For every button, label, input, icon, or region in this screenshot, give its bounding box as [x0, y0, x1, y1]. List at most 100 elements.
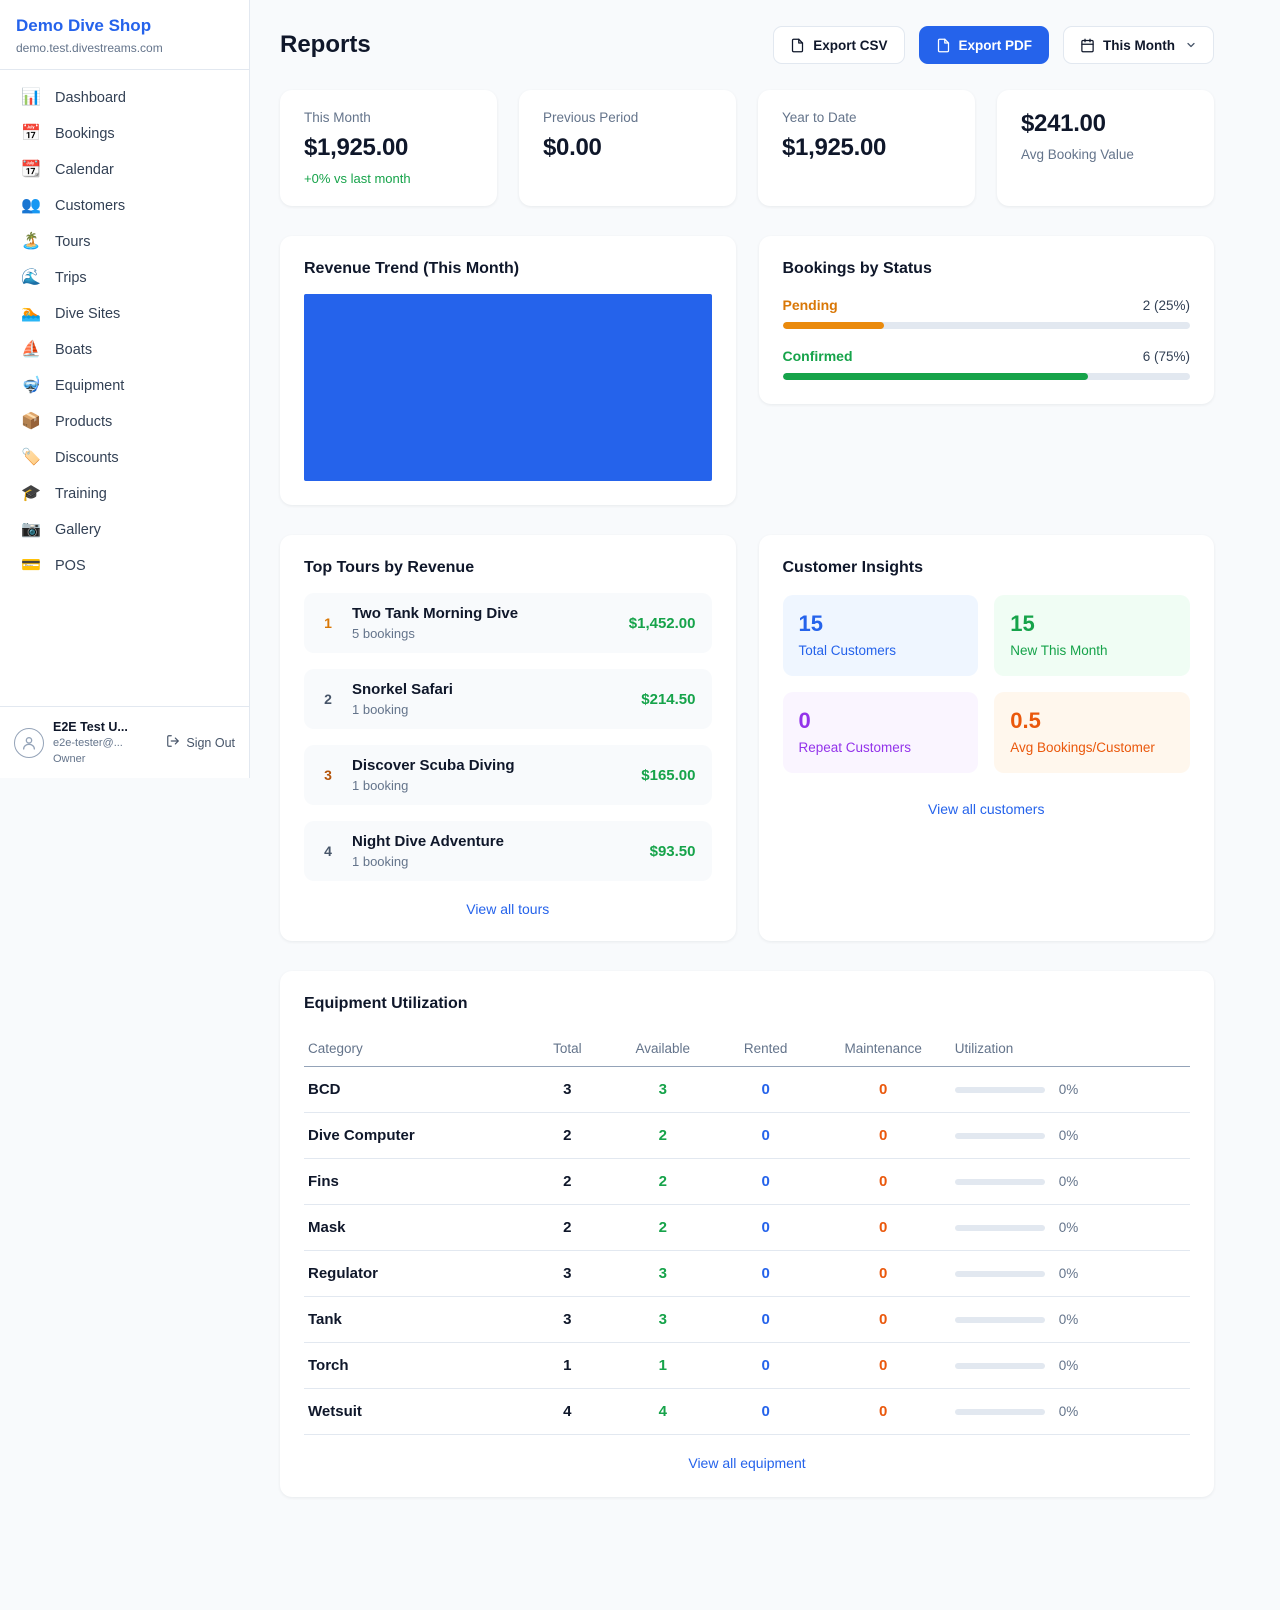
tile-repeat-customers: 0 Repeat Customers: [782, 692, 979, 773]
tour-bookings: 1 booking: [352, 854, 409, 869]
cell-category: Torch: [304, 1342, 525, 1389]
cell-maintenance: 0: [815, 1388, 951, 1435]
tile-avg-bookings-per-customer: 0.5 Avg Bookings/Customer: [994, 692, 1190, 773]
cell-category: Tank: [304, 1296, 525, 1343]
sidebar-item-boats[interactable]: ⛵ Boats: [8, 332, 241, 368]
user-email: e2e-tester@...: [53, 737, 123, 750]
products-icon: 📦: [21, 413, 41, 430]
utilization-percent: 0%: [1058, 1082, 1079, 1097]
cell-rented: 0: [715, 1112, 816, 1159]
sidebar-item-dashboard[interactable]: 📊 Dashboard: [8, 80, 241, 116]
period-dropdown[interactable]: This Month: [1063, 26, 1214, 64]
sidebar-item-label: Customers: [55, 198, 126, 214]
sidebar-item-trips[interactable]: 🌊 Trips: [8, 260, 241, 296]
cell-category: Mask: [304, 1204, 525, 1251]
list-item: 3 Discover Scuba Diving 1 booking $165.0…: [304, 745, 712, 805]
utilization-percent: 0%: [1058, 1174, 1079, 1189]
cell-total: 2: [524, 1112, 610, 1159]
cell-utilization: 0%: [950, 1158, 1190, 1205]
stat-label: This Month: [304, 110, 371, 125]
cell-utilization: 0%: [950, 1112, 1190, 1159]
cell-maintenance: 0: [815, 1342, 951, 1389]
sidebar-item-label: Tours: [55, 234, 91, 250]
equipment-utilization-title: Equipment Utilization: [304, 995, 468, 1012]
sidebar-item-discounts[interactable]: 🏷️ Discounts: [8, 440, 241, 476]
sidebar-item-bookings[interactable]: 📅 Bookings: [8, 116, 241, 152]
status-progress-fill: [782, 373, 1089, 380]
insight-tiles: 15 Total Customers 15 New This Month 0 R…: [782, 595, 1190, 773]
cell-available: 2: [609, 1112, 716, 1159]
cell-maintenance: 0: [815, 1250, 951, 1297]
cell-available: 3: [609, 1250, 716, 1297]
trips-icon: 🌊: [21, 269, 41, 286]
cell-total: 1: [524, 1342, 610, 1389]
view-all-tours-link[interactable]: View all tours: [466, 901, 550, 917]
sidebar-item-label: Discounts: [55, 450, 119, 466]
status-value: 2 (25%): [1142, 298, 1190, 313]
sidebar-item-products[interactable]: 📦 Products: [8, 404, 241, 440]
sign-out-button[interactable]: Sign Out: [166, 734, 235, 751]
user-meta: E2E Test U... e2e-tester@... Owner: [53, 719, 128, 766]
file-icon: [790, 38, 805, 53]
utilization-percent: 0%: [1058, 1312, 1079, 1327]
customer-insights-card: Customer Insights 15 Total Customers 15 …: [758, 535, 1214, 941]
status-progress-track: [782, 322, 1190, 329]
sidebar-item-equipment[interactable]: 🤿 Equipment: [8, 368, 241, 404]
sidebar-item-customers[interactable]: 👥 Customers: [8, 188, 241, 224]
cell-total: 4: [524, 1388, 610, 1435]
sidebar-item-training[interactable]: 🎓 Training: [8, 476, 241, 512]
view-all-equipment-link[interactable]: View all equipment: [688, 1455, 806, 1471]
chevron-down-icon: [1185, 39, 1197, 51]
tour-bookings: 1 booking: [352, 778, 409, 793]
sidebar-item-label: Products: [55, 414, 113, 430]
sidebar-item-label: Bookings: [55, 126, 115, 142]
cell-utilization: 0%: [950, 1250, 1190, 1297]
cell-rented: 0: [715, 1158, 816, 1205]
revenue-trend-title: Revenue Trend (This Month): [304, 260, 520, 277]
tours-icon: 🏝️: [21, 233, 41, 250]
tour-rank: 3: [324, 767, 332, 783]
cell-category: Fins: [304, 1158, 525, 1205]
cell-rented: 0: [715, 1296, 816, 1343]
tile-value: 15: [1010, 611, 1035, 636]
tile-new-this-month: 15 New This Month: [994, 595, 1190, 676]
bookings-icon: 📅: [21, 125, 41, 142]
cell-available: 2: [609, 1158, 716, 1205]
utilization-percent: 0%: [1058, 1266, 1079, 1281]
sidebar-item-tours[interactable]: 🏝️ Tours: [8, 224, 241, 260]
tour-revenue: $214.50: [641, 690, 696, 708]
cell-maintenance: 0: [815, 1296, 951, 1343]
export-pdf-button[interactable]: Export PDF: [918, 26, 1050, 64]
tile-value: 0: [798, 708, 811, 733]
charts-row: Revenue Trend (This Month) Bookings by S…: [280, 236, 1214, 505]
stat-card-this-month: This Month $1,925.00 +0% vs last month: [280, 90, 497, 206]
sidebar-item-label: Trips: [55, 270, 87, 286]
export-csv-label: Export CSV: [813, 37, 888, 53]
cell-category: Dive Computer: [304, 1112, 525, 1159]
equipment-utilization-card: Equipment Utilization Category Total Ava…: [280, 971, 1214, 1497]
gallery-icon: 📷: [21, 521, 41, 538]
user-role: Owner: [53, 752, 86, 765]
tour-bookings: 5 bookings: [352, 626, 415, 641]
tour-name: Discover Scuba Diving: [352, 757, 515, 774]
tile-label: Total Customers: [798, 643, 897, 658]
cell-available: 3: [609, 1066, 716, 1113]
column-header-total: Total: [524, 1033, 610, 1067]
column-header-maintenance: Maintenance: [815, 1033, 951, 1067]
stat-card-year-to-date: Year to Date $1,925.00: [758, 90, 975, 206]
status-label: Pending: [782, 297, 838, 313]
utilization-bar: [954, 1270, 1045, 1277]
sidebar-item-gallery[interactable]: 📷 Gallery: [8, 512, 241, 548]
tile-label: New This Month: [1010, 643, 1108, 658]
export-csv-button[interactable]: Export CSV: [773, 26, 905, 64]
period-label: This Month: [1103, 37, 1175, 53]
sidebar-item-pos[interactable]: 💳 POS: [8, 548, 241, 584]
view-all-customers-link[interactable]: View all customers: [928, 801, 1045, 817]
sidebar-item-dive-sites[interactable]: 🏊 Dive Sites: [8, 296, 241, 332]
revenue-trend-chart: [304, 294, 712, 481]
cell-rented: 0: [715, 1342, 816, 1389]
equipment-table: Category Total Available Rented Maintena…: [304, 1033, 1190, 1435]
sidebar-item-calendar[interactable]: 📆 Calendar: [8, 152, 241, 188]
utilization-percent: 0%: [1058, 1358, 1079, 1373]
stat-value: $1,925.00: [782, 134, 887, 161]
